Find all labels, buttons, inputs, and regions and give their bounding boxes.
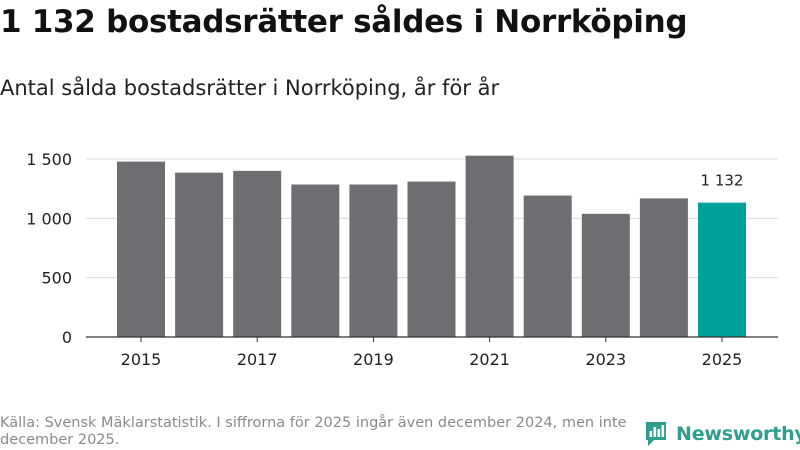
brand-name: Newsworthy — [676, 423, 800, 445]
bar-2015 — [117, 161, 165, 337]
bar-2016 — [175, 172, 224, 337]
bar-2021 — [465, 155, 514, 337]
bar-2017 — [233, 170, 282, 337]
chart-subtitle: Antal sålda bostadsrätter i Norrköping, … — [0, 76, 500, 100]
bar-2025 — [698, 202, 746, 337]
bar-2019 — [349, 184, 398, 337]
x-tick-label: 2021 — [469, 350, 510, 369]
bar-2022 — [523, 195, 572, 337]
brand-logo[interactable]: Newsworthy — [644, 419, 800, 449]
source-note: Källa: Svensk Mäklarstatistik. I siffror… — [0, 415, 627, 448]
x-tick-label: 2017 — [237, 350, 278, 369]
bar-2020 — [407, 181, 456, 337]
bar-chart: 0 500 1 000 1 500 1 132 2015 2017 2019 2021 2023 2… — [26, 150, 778, 369]
y-tick-label: 1 500 — [26, 150, 72, 169]
y-tick-label: 500 — [41, 269, 72, 288]
y-tick-label: 1 000 — [26, 209, 72, 228]
x-tick-label: 2025 — [702, 350, 743, 369]
x-tick-label: 2023 — [585, 350, 626, 369]
y-tick-label: 0 — [62, 328, 72, 347]
page-title: 1 132 bostadsrätter såldes i Norrköping — [0, 4, 688, 40]
data-label: 1 132 — [701, 172, 744, 190]
x-tick-label: 2019 — [353, 350, 394, 369]
newsworthy-logo-icon — [646, 422, 666, 446]
bar-2023 — [581, 213, 630, 337]
bar-2018 — [291, 184, 340, 337]
x-tick-label: 2015 — [121, 350, 162, 369]
bar-2024 — [639, 198, 688, 337]
